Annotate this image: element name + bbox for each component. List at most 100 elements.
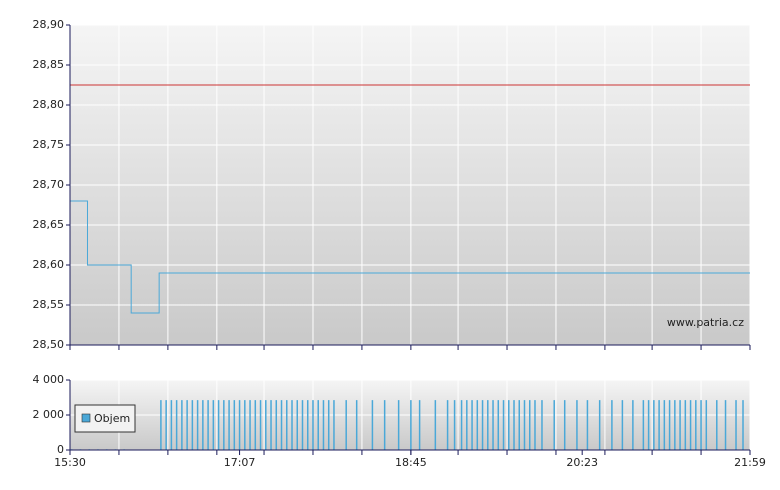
legend-swatch xyxy=(81,413,91,423)
price-line xyxy=(70,200,750,314)
y-tick-label: 28,80 xyxy=(33,98,65,111)
volume-bar xyxy=(175,400,178,450)
watermark: www.patria.cz xyxy=(667,316,744,329)
volume-bar xyxy=(165,400,167,450)
volume-bar xyxy=(695,400,697,450)
volume-bar xyxy=(658,400,660,450)
y-tick-label: 28,70 xyxy=(33,178,65,191)
volume-bar xyxy=(742,400,744,450)
y-tick-label: 2 000 xyxy=(33,408,65,421)
volume-bar xyxy=(333,400,335,450)
y-tick-label: 28,55 xyxy=(33,298,65,311)
volume-bar xyxy=(553,400,555,450)
volume-bar xyxy=(345,400,347,450)
volume-bar xyxy=(563,400,566,450)
volume-bar xyxy=(716,400,718,450)
volume-bar xyxy=(632,400,634,450)
volume-bar xyxy=(207,400,209,450)
volume-bar xyxy=(674,400,676,450)
volume-bar xyxy=(238,400,241,450)
legend-label: Objem xyxy=(94,412,130,425)
volume-bar xyxy=(306,400,309,450)
volume-bar xyxy=(181,400,183,450)
volume-bar xyxy=(296,400,298,450)
volume-bar xyxy=(244,400,246,450)
volume-bar xyxy=(317,400,319,450)
volume-bar xyxy=(249,400,251,450)
x-tick-label: 20:23 xyxy=(566,456,598,469)
volume-bar xyxy=(663,400,666,450)
volume-bar xyxy=(212,400,215,450)
volume-bar xyxy=(679,400,681,450)
volume-bar xyxy=(642,400,645,450)
volume-bar xyxy=(160,400,162,450)
volume-bar xyxy=(280,400,283,450)
volume-bar xyxy=(460,400,463,450)
volume-bar xyxy=(217,400,220,450)
legend: Objem xyxy=(74,404,136,433)
x-tick-label: 18:45 xyxy=(395,456,427,469)
volume-bar xyxy=(265,400,267,450)
volume-bar xyxy=(223,400,225,450)
volume-bar xyxy=(291,400,293,450)
volume-bar xyxy=(541,400,543,450)
volume-bar xyxy=(576,400,578,450)
volume-bar xyxy=(275,400,278,450)
volume-bar xyxy=(228,400,230,450)
volume-bar xyxy=(528,400,531,450)
volume-bar xyxy=(202,400,204,450)
y-tick-label: 28,85 xyxy=(33,58,65,71)
volume-bar xyxy=(434,400,437,450)
volume-bar xyxy=(653,400,655,450)
volume-bar xyxy=(487,400,489,450)
volume-bar xyxy=(466,400,468,450)
volume-bar xyxy=(270,400,272,450)
volume-bar xyxy=(476,400,479,450)
volume-bar xyxy=(254,400,257,450)
volume-bar xyxy=(689,400,692,450)
volume-bar xyxy=(286,400,288,450)
y-tick-label: 28,60 xyxy=(33,258,65,271)
volume-bar xyxy=(502,400,505,450)
volume-bar xyxy=(312,400,314,450)
y-tick-label: 28,75 xyxy=(33,138,65,151)
volume-bar xyxy=(492,400,494,450)
volume-bar xyxy=(410,400,412,450)
volume-bar xyxy=(684,400,687,450)
volume-bar xyxy=(196,400,199,450)
volume-bar xyxy=(700,400,702,450)
volume-bar xyxy=(508,400,510,450)
y-tick-label: 4 000 xyxy=(33,373,65,386)
volume-bar xyxy=(170,400,173,450)
volume-bar xyxy=(513,400,515,450)
volume-bar xyxy=(611,400,613,450)
volume-bar xyxy=(322,400,325,450)
volume-bar xyxy=(518,400,521,450)
volume-bar xyxy=(523,400,526,450)
volume-bar xyxy=(647,400,650,450)
volume-bar xyxy=(497,400,500,450)
x-tick-label: 15:30 xyxy=(54,456,86,469)
volume-bar xyxy=(397,400,400,450)
volume-bar xyxy=(668,400,671,450)
volume-bar xyxy=(418,400,421,450)
volume-bar xyxy=(705,400,708,450)
volume-bar xyxy=(233,400,236,450)
y-tick-label: 28,50 xyxy=(33,338,65,351)
volume-bar xyxy=(471,400,473,450)
volume-bar xyxy=(481,400,484,450)
y-tick-label: 0 xyxy=(57,443,64,456)
volume-bar xyxy=(586,400,589,450)
volume-bar xyxy=(383,400,386,450)
volume-bar xyxy=(259,400,262,450)
volume-bar xyxy=(735,400,737,450)
volume-bar xyxy=(327,400,330,450)
volume-bar xyxy=(453,400,456,450)
volume-bar xyxy=(446,400,449,450)
volume-bar xyxy=(355,400,358,450)
volume-bar xyxy=(186,400,188,450)
volume-bar xyxy=(621,400,624,450)
x-tick-label: 17:07 xyxy=(224,456,256,469)
volume-bar xyxy=(598,400,601,450)
